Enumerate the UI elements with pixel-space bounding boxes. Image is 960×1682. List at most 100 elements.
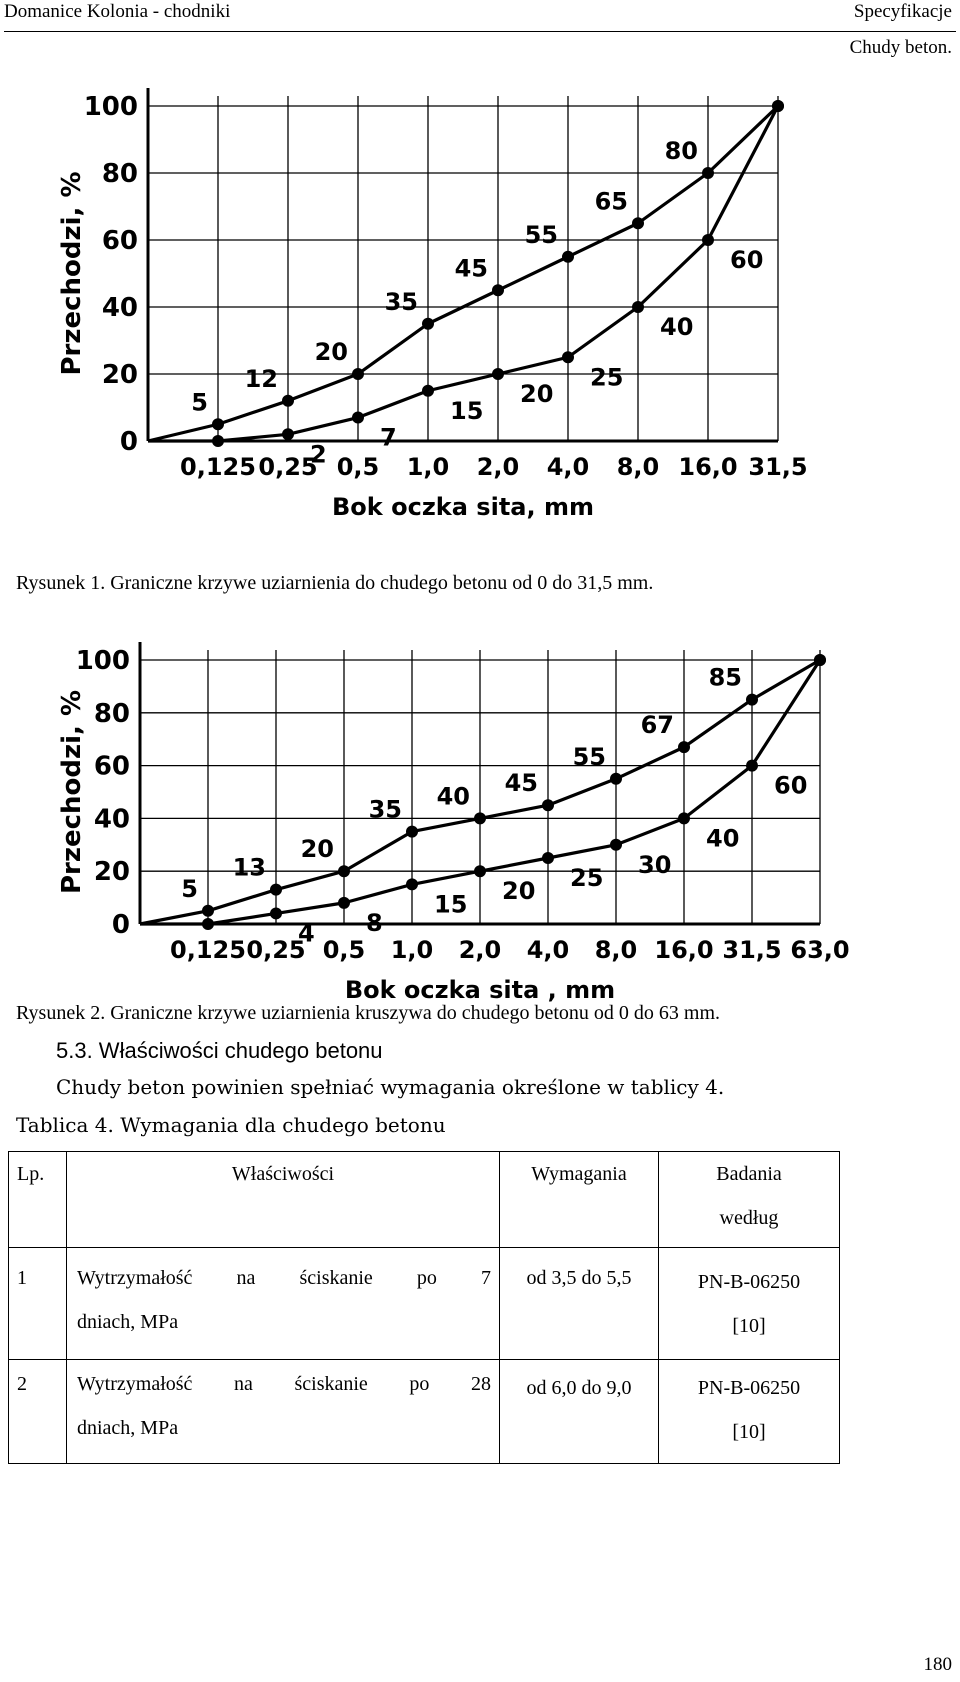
data-label: 45 (505, 769, 538, 797)
header-properties: Właściwości (66, 1151, 500, 1248)
word: 7 (481, 1267, 491, 1289)
data-point (282, 394, 294, 407)
data-point (610, 838, 622, 851)
x-tick-label: 4,0 (547, 453, 590, 481)
data-point (212, 435, 224, 447)
data-point (406, 878, 418, 891)
header-doc-title: Domanice Kolonia - chodniki (4, 1, 231, 22)
data-label: 20 (301, 835, 334, 863)
data-label: 40 (660, 313, 693, 341)
data-point (352, 411, 364, 424)
row-testing: PN-B-06250 [10] (658, 1359, 840, 1464)
word: ściskanie (294, 1373, 368, 1395)
data-label: 12 (245, 365, 278, 393)
data-point (562, 250, 574, 263)
data-point (202, 904, 214, 917)
data-label: 60 (774, 772, 807, 800)
data-label: 20 (315, 338, 348, 366)
data-point (702, 234, 714, 246)
y-tick-label: 40 (102, 293, 138, 323)
data-label: 30 (638, 851, 671, 879)
data-point (338, 896, 350, 909)
y-tick-label: 100 (84, 92, 138, 122)
header-testing: Badania według (658, 1151, 840, 1248)
data-point (562, 351, 574, 364)
y-tick-label: 80 (102, 159, 138, 189)
table-row: 1 Wytrzymałość na ściskanie po 7 dniach,… (8, 1247, 840, 1360)
row-testing: PN-B-06250 [10] (658, 1247, 840, 1360)
data-point (772, 100, 784, 112)
x-tick-label: 0,5 (323, 936, 366, 964)
row-property-line1: Wytrzymałość na ściskanie po 28 (67, 1362, 499, 1406)
row-property: Wytrzymałość na ściskanie po 7 dniach, M… (66, 1247, 500, 1360)
x-tick-label: 1,0 (407, 453, 450, 481)
word: po (416, 1267, 437, 1289)
data-point (492, 284, 504, 297)
y-tick-label: 40 (94, 804, 130, 834)
word: na (236, 1267, 256, 1289)
section-paragraph: Chudy beton powinien spełniać wymagania … (56, 1075, 725, 1099)
section-heading: 5.3. Właściwości chudego betonu (56, 1038, 383, 1063)
row-testing-line2: [10] (732, 1315, 766, 1337)
grading-chart-2: 0 20 40 60 80 100 0,125 0,25 0,5 1,0 2,0 4,0 8,0 16,0… (60, 642, 850, 1004)
row-testing-line1: PN-B-06250 (697, 1377, 801, 1399)
row-requirement: od 6,0 do 9,0 (499, 1359, 659, 1464)
x-axis-label: Bok oczka sita , mm (345, 976, 615, 1004)
word: 28 (471, 1373, 491, 1395)
data-label: 55 (525, 221, 558, 249)
requirements-table: Lp. Właściwości Wymagania Badania według… (8, 1151, 840, 1464)
word: na (234, 1373, 253, 1395)
y-axis-label: Przechodzi, % (60, 690, 87, 894)
row-requirement: od 3,5 do 5,5 (499, 1247, 659, 1360)
data-label: 40 (437, 782, 470, 810)
row-property-line1: Wytrzymałość na ściskanie po 7 (67, 1256, 499, 1300)
data-label: 65 (595, 187, 628, 215)
data-label: 25 (570, 864, 603, 892)
data-label: 20 (502, 877, 535, 905)
y-tick-label: 0 (112, 910, 130, 940)
data-point (678, 812, 690, 825)
header-testing-line1: Badania (716, 1163, 782, 1185)
data-label: 67 (641, 711, 674, 739)
data-label: 4 (298, 919, 315, 947)
grading-chart-1: 0 20 40 60 80 100 0,125 0,25 0,5 1,0 2,0 4,0 8,0 16,0… (60, 88, 808, 521)
header-rule (4, 31, 956, 32)
series-line (147, 104, 780, 443)
data-label: 13 (233, 854, 266, 882)
data-point (422, 317, 434, 330)
data-point (632, 301, 644, 313)
x-tick-label: 0,25 (258, 453, 317, 481)
x-tick-label: 4,0 (527, 936, 570, 964)
data-point (542, 852, 554, 864)
table-caption: Tablica 4. Wymagania dla chudego betonu (16, 1113, 446, 1137)
x-tick-label: 0,5 (337, 453, 380, 481)
figure-2-caption: Rysunek 2. Graniczne krzywe uziarnienia … (16, 1002, 721, 1024)
y-tick-label: 20 (94, 857, 130, 887)
data-label: 45 (455, 254, 488, 282)
data-point (474, 865, 486, 878)
data-point (282, 428, 294, 441)
row-lp: 1 (8, 1247, 67, 1360)
y-axis-label: Przechodzi, % (60, 171, 87, 375)
header-requirements: Wymagania (499, 1151, 659, 1248)
page-number: 180 (923, 1654, 953, 1675)
table-row: 2 Wytrzymałość na ściskanie po 28 dniach… (8, 1359, 840, 1464)
data-point (406, 825, 418, 838)
data-label: 35 (369, 796, 402, 824)
word: ściskanie (299, 1267, 373, 1289)
data-point (632, 217, 644, 230)
figure-1-caption: Rysunek 1. Graniczne krzywe uziarnienia … (16, 572, 654, 594)
data-label: 85 (709, 664, 742, 692)
y-tick-label: 100 (76, 646, 130, 676)
row-lp: 2 (8, 1359, 67, 1464)
data-point (352, 368, 364, 380)
table-header-row: Lp. Właściwości Wymagania Badania według (8, 1151, 840, 1248)
data-point (610, 772, 622, 785)
data-label: 80 (665, 137, 698, 165)
y-tick-label: 20 (102, 360, 138, 390)
data-point (212, 418, 224, 431)
data-label: 35 (385, 288, 418, 316)
x-tick-label: 1,0 (391, 936, 434, 964)
data-point (338, 865, 350, 878)
x-tick-label: 8,0 (595, 936, 638, 964)
